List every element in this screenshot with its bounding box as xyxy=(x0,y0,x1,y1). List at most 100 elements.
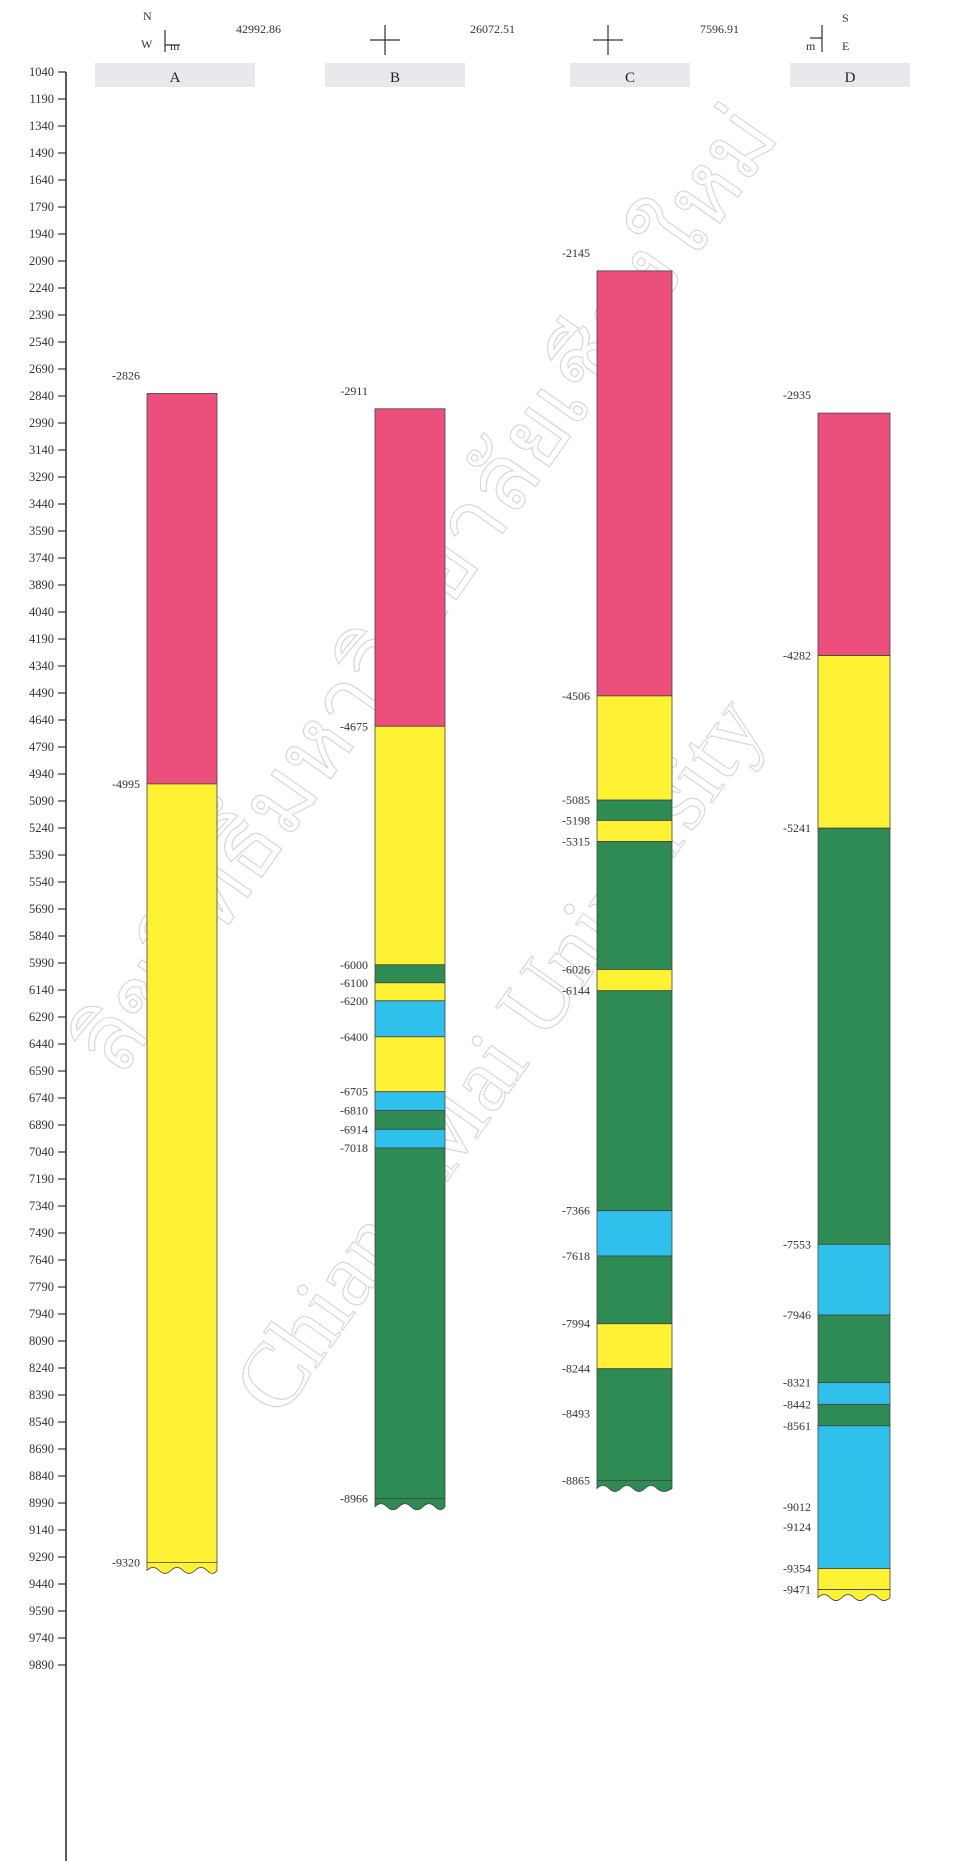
se-unit-label: m xyxy=(806,39,816,53)
depth-tick-label: 7640 xyxy=(29,1253,54,1267)
depth-tick-label: 4340 xyxy=(29,659,54,673)
south-label: S xyxy=(842,11,849,25)
bottom-depth-label: -9320 xyxy=(112,1555,140,1569)
boundary-depth-label: -7553 xyxy=(783,1237,811,1251)
west-label: W xyxy=(141,37,153,51)
depth-scale: 1040 1190 1340 1490 1640 1790 1940 2090 2240 2390… xyxy=(29,65,67,1861)
well-name: C xyxy=(625,70,635,86)
depth-tick-label: 4490 xyxy=(29,686,54,700)
boundary-depth-label: -7994 xyxy=(562,1317,590,1331)
lithology-segment-pink xyxy=(596,270,673,697)
depth-tick-label: 9140 xyxy=(29,1523,54,1537)
top-depth-label: -2911 xyxy=(340,384,368,398)
depth-tick-label: 5540 xyxy=(29,875,54,889)
depth-tick-label: 6140 xyxy=(29,983,54,997)
depth-tick-label: 3590 xyxy=(29,524,54,538)
bottom-depth-label: -8966 xyxy=(340,1492,368,1506)
lithology-segment-green xyxy=(596,1368,673,1481)
boundary-depth-label: -5085 xyxy=(562,793,590,807)
crosshair-2 xyxy=(593,25,623,55)
depth-tick-label: 2390 xyxy=(29,308,54,322)
well-name: A xyxy=(170,70,181,86)
top-depth-label: -2826 xyxy=(112,368,140,382)
coordinate-label-1: 42992.86 xyxy=(236,22,281,36)
boundary-depth-label: -6026 xyxy=(562,962,590,976)
well-b: B -2911 -4675 -6000 -6100 -6200 -6400 -6705 -681… xyxy=(325,63,465,1511)
lithology-segment-yellow xyxy=(146,783,218,1563)
well-header-box xyxy=(790,63,910,87)
boundary-depth-label: -6914 xyxy=(340,1122,368,1136)
depth-tick-label: 9590 xyxy=(29,1604,54,1618)
depth-tick-label: 2690 xyxy=(29,362,54,376)
well-c: C -2145 -4506 -5085 -5198 -5315 -6026 -6144 -736… xyxy=(562,63,690,1492)
boundary-depth-label: -5198 xyxy=(562,813,590,827)
lithology-segment-green xyxy=(596,1255,673,1325)
depth-tick-label: 4940 xyxy=(29,767,54,781)
depth-tick-label: 1040 xyxy=(29,65,54,79)
well-header-box xyxy=(325,63,465,87)
depth-tick-label: 4640 xyxy=(29,713,54,727)
depth-tick-label: 8840 xyxy=(29,1469,54,1483)
depth-tick-label: 3140 xyxy=(29,443,54,457)
depth-tick-label: 3890 xyxy=(29,578,54,592)
top-depth-label: -2145 xyxy=(562,246,590,260)
depth-tick-label: 6890 xyxy=(29,1118,54,1132)
lithology-segment-yellow xyxy=(817,1568,891,1590)
depth-tick-label: 9740 xyxy=(29,1631,54,1645)
lithology-segment-blue xyxy=(596,1210,673,1257)
depth-tick-label: 8240 xyxy=(29,1361,54,1375)
well-name: B xyxy=(390,70,400,86)
boundary-depth-label: -4506 xyxy=(562,689,590,703)
boundary-depth-label: -9124 xyxy=(783,1520,811,1534)
lithology-segment-green xyxy=(817,827,891,1245)
depth-tick-label: 7340 xyxy=(29,1199,54,1213)
boundary-depth-label: -6144 xyxy=(562,984,590,998)
depth-tick-label: 2990 xyxy=(29,416,54,430)
depth-tick-label: 6290 xyxy=(29,1010,54,1024)
lithology-segment-pink xyxy=(817,412,891,656)
well-bottom-cap xyxy=(374,1498,446,1511)
depth-tick-label: 7040 xyxy=(29,1145,54,1159)
boundary-depth-label: -4282 xyxy=(783,649,811,663)
depth-tick-label: 8540 xyxy=(29,1415,54,1429)
well-header-box xyxy=(95,63,255,87)
depth-tick-label: 5240 xyxy=(29,821,54,835)
lithology-segment-green xyxy=(817,1314,891,1383)
se-corner-mark xyxy=(810,25,823,52)
depth-tick-label: 6440 xyxy=(29,1037,54,1051)
boundary-depth-label: -9354 xyxy=(783,1562,811,1576)
depth-tick-label: 5090 xyxy=(29,794,54,808)
depth-tick-label: 4190 xyxy=(29,632,54,646)
lithology-segment-blue xyxy=(817,1382,891,1405)
depth-tick-label: 9290 xyxy=(29,1550,54,1564)
depth-tick-label: 1940 xyxy=(29,227,54,241)
depth-tick-label: 7490 xyxy=(29,1226,54,1240)
depth-tick-label: 3440 xyxy=(29,497,54,511)
depth-tick-label: 4040 xyxy=(29,605,54,619)
boundary-depth-label: -5241 xyxy=(783,821,811,835)
lithology-segment-yellow xyxy=(374,982,446,1002)
lithology-segment-yellow xyxy=(374,1036,446,1093)
depth-tick-label: 7940 xyxy=(29,1307,54,1321)
lithology-segment-green xyxy=(374,1147,446,1500)
lithology-segment-blue xyxy=(817,1243,891,1316)
well-columns: A -2826 -4995 -9320 B -2911 -4675 -6000 -6100 -62… xyxy=(95,63,910,1601)
depth-tick-label: 2240 xyxy=(29,281,54,295)
depth-tick-label: 6740 xyxy=(29,1091,54,1105)
boundary-depth-label: -8493 xyxy=(562,1407,590,1421)
map-header: N W m 42992.86 26072.51 7596.91 m S E xyxy=(141,9,849,55)
depth-tick-label: 7790 xyxy=(29,1280,54,1294)
lithology-segment-yellow xyxy=(817,655,891,829)
nw-unit-label: m xyxy=(170,39,180,53)
lithology-segment-green xyxy=(596,799,673,821)
depth-tick-label: 8090 xyxy=(29,1334,54,1348)
well-a: A -2826 -4995 -9320 xyxy=(95,63,255,1574)
depth-tick-label: 1490 xyxy=(29,146,54,160)
depth-tick-label: 2090 xyxy=(29,254,54,268)
coordinate-label-2: 26072.51 xyxy=(470,22,515,36)
boundary-depth-label: -7946 xyxy=(783,1308,811,1322)
depth-tick-label: 3740 xyxy=(29,551,54,565)
well-bottom-cap xyxy=(817,1589,891,1601)
nw-corner-mark xyxy=(164,30,180,52)
